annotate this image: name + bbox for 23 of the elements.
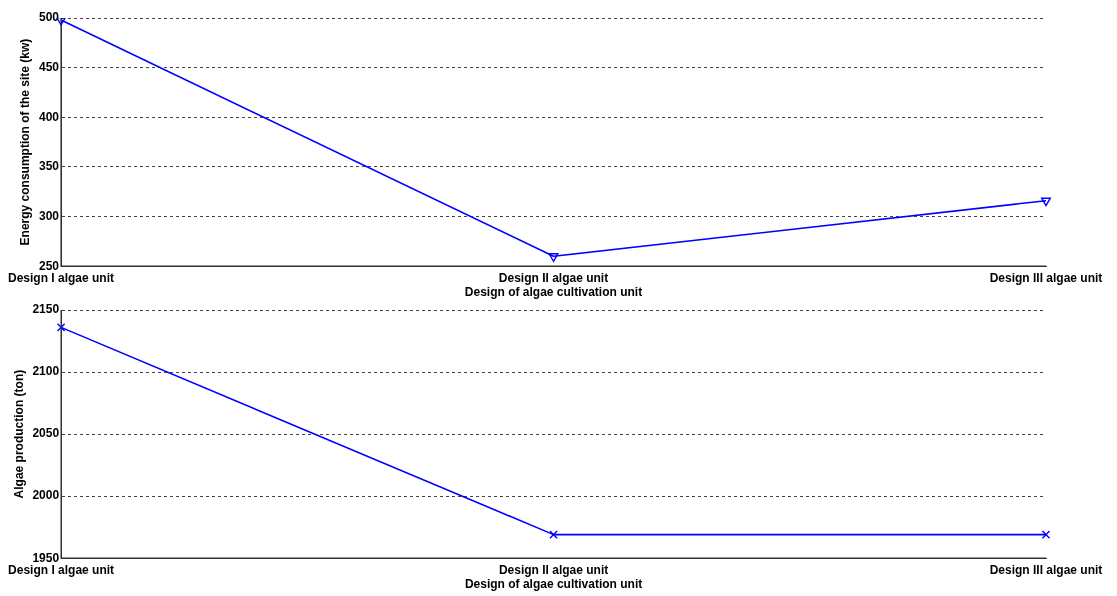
x-tick-label: Design II algae unit <box>498 562 609 577</box>
y-tick-label: 350 <box>38 159 60 174</box>
point <box>1040 197 1052 207</box>
x-tick-label: Design II algae unit <box>498 270 609 285</box>
y-tick-label: 2150 <box>32 302 60 317</box>
x-tick-label: Design I algae unit <box>8 562 115 577</box>
y-tick-label: 450 <box>38 59 60 74</box>
x-tick-label: Design III algae unit <box>989 270 1103 285</box>
x-axis-title: Design of algae cultivation unit <box>464 285 643 300</box>
y-tick-label: 500 <box>38 10 60 25</box>
y-tick-label: 2050 <box>32 426 60 441</box>
y-tick-label: 2000 <box>32 488 60 503</box>
y-axis-title: Energy consumption of the site (kw) <box>18 38 33 246</box>
x-tick-label: Design I algae unit <box>7 270 115 285</box>
y-tick-label: 1950 <box>32 550 60 565</box>
x-tick-label: Design III algae unit <box>989 562 1103 577</box>
y-tick-label: 400 <box>38 109 60 124</box>
y-axis-title: Algae production (ton) <box>11 369 26 499</box>
y-tick-label: 2100 <box>32 364 60 379</box>
y-tick-label: 250 <box>38 258 60 273</box>
point <box>548 253 559 262</box>
x-axis-title: Design of algae cultivation unit <box>464 577 643 592</box>
y-tick-label: 300 <box>38 208 60 223</box>
